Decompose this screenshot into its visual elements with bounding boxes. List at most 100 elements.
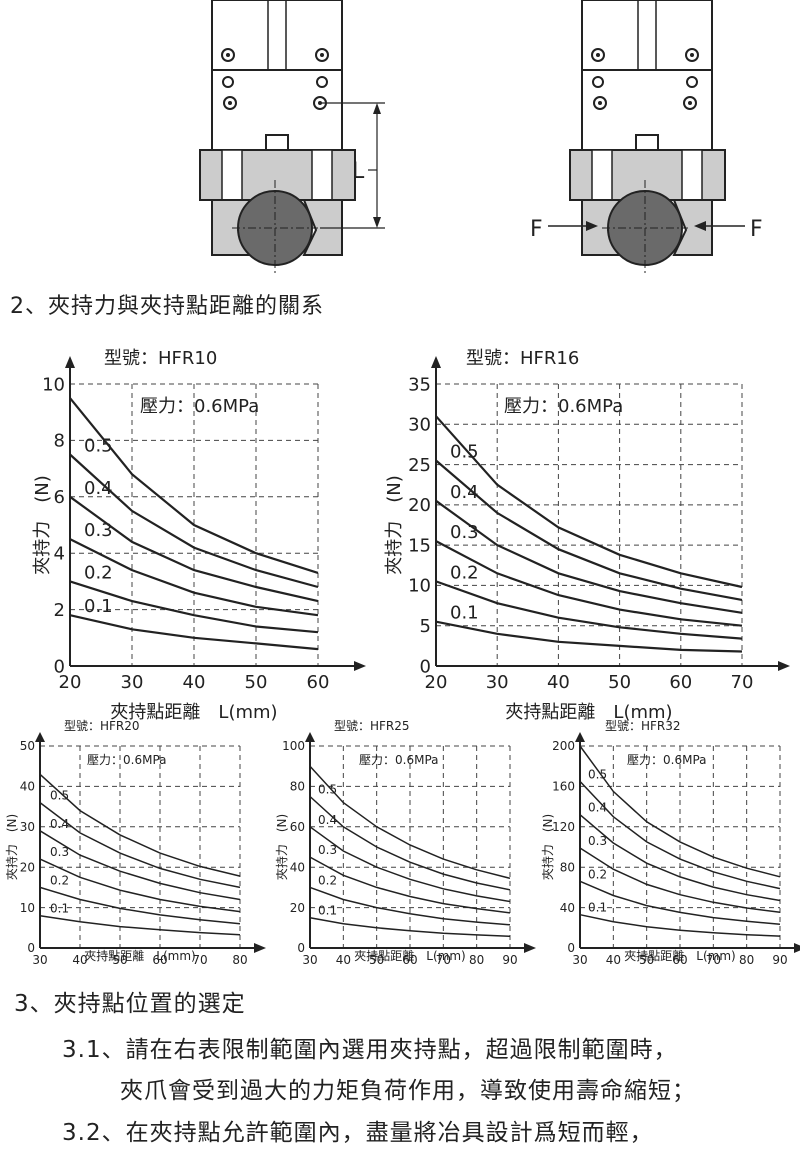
series-label: 0.4	[50, 817, 69, 831]
y-axis-label: 夾持力 (N)	[32, 475, 53, 575]
label-F-left: F	[530, 217, 543, 242]
y-tick-label: 15	[408, 535, 431, 556]
series-line	[579, 913, 781, 937]
series-label: 0.1	[318, 904, 337, 918]
x-axis-arrow	[524, 943, 536, 953]
x-tick-label: 40	[547, 672, 570, 693]
series-label: 0.3	[84, 520, 113, 541]
chart-title: 型號：HFR20	[64, 719, 140, 733]
section3-line3: 3.2、在夾持點允許範圍內，盡量將冶具設計爲短而輕，	[62, 1120, 654, 1146]
y-tick-label: 30	[408, 415, 431, 436]
series-line	[69, 453, 319, 589]
series-label: 0.3	[318, 843, 337, 857]
x-axis-label: 夾持點距離 L(mm)	[110, 702, 277, 723]
series-label: 0.3	[450, 522, 479, 543]
y-tick-label: 50	[20, 739, 35, 753]
pressure-label: 壓力：0.6MPa	[87, 753, 167, 767]
series-line	[39, 802, 241, 889]
chart-hfr10: 20 30 40 50 60 0 2 4 6 8 10 型號：HFR10 壓力：0.6MPa 夾持點距離 …	[32, 348, 366, 723]
series-label: 0.2	[84, 562, 113, 583]
y-tick-label: 20	[290, 901, 305, 915]
section3-line1: 3.1、請在右表限制範圍內選用夾持點，超過限制範圍時，	[62, 1037, 678, 1063]
gripper-diagram: L F F	[199, 0, 763, 275]
series-label: 0.5	[50, 789, 69, 803]
y-tick-label: 80	[290, 780, 305, 794]
x-tick-label: 70	[192, 953, 207, 967]
x-tick-label: 30	[302, 953, 317, 967]
x-tick-label: 30	[32, 953, 47, 967]
series-line	[579, 780, 781, 890]
section3-title: 3、夾持點位置的選定	[14, 991, 246, 1017]
series-line	[579, 814, 781, 902]
y-tick-label: 30	[20, 820, 35, 834]
chart-hfr20: 30 40 50 60 70 80 0 10 20 30 40 50 型號：HFR20 壓力：0.6MPa…	[4, 719, 266, 967]
y-tick-label: 60	[290, 820, 305, 834]
y-axis-arrow	[65, 356, 75, 368]
series-line	[309, 795, 511, 891]
x-tick-label: 50	[608, 672, 631, 693]
chart-title: 型號：HFR25	[334, 719, 410, 733]
x-tick-label: 60	[402, 953, 417, 967]
series-line	[39, 858, 241, 913]
x-tick-label: 90	[502, 953, 517, 967]
series-line	[309, 826, 511, 903]
pressure-label: 壓力：0.6MPa	[504, 396, 623, 417]
series-label: 0.4	[318, 813, 337, 827]
series-label: 0.3	[50, 845, 69, 859]
x-tick-label: 50	[245, 672, 268, 693]
x-axis-arrow	[354, 661, 366, 671]
series-line	[39, 886, 241, 925]
x-tick-label: 80	[232, 953, 247, 967]
pressure-label: 壓力：0.6MPa	[359, 753, 439, 767]
y-tick-label: 5	[420, 616, 431, 637]
x-tick-label: 50	[639, 953, 654, 967]
y-axis-arrow	[575, 732, 585, 742]
series-line	[39, 914, 241, 936]
section3-line2: 夾爪會受到過大的力矩負荷作用，導致使用壽命縮短；	[120, 1078, 696, 1104]
series-line	[309, 886, 511, 926]
x-tick-label: 40	[183, 672, 206, 693]
y-tick-label: 20	[408, 495, 431, 516]
x-axis-label: 夾持點距離 L(mm)	[505, 702, 672, 723]
series-label: 0.2	[450, 562, 479, 583]
x-tick-label: 60	[669, 672, 692, 693]
series-line	[579, 847, 781, 914]
chart-hfr25: 30 40 50 60 70 80 90 0 20 40 60 80 100 型號：HFR25 壓力：0.6…	[274, 719, 536, 967]
y-tick-label: 0	[54, 656, 65, 677]
series-line	[69, 495, 319, 603]
x-tick-label: 60	[672, 953, 687, 967]
x-tick-label: 70	[436, 953, 451, 967]
y-tick-label: 10	[20, 901, 35, 915]
series-line	[435, 540, 743, 627]
y-tick-label: 80	[560, 860, 575, 874]
y-axis-arrow	[305, 732, 315, 742]
series-label: 0.5	[588, 767, 607, 781]
y-tick-label: 40	[290, 860, 305, 874]
y-tick-label: 40	[20, 780, 35, 794]
y-tick-label: 160	[552, 780, 575, 794]
x-tick-label: 50	[112, 953, 127, 967]
y-tick-label: 200	[552, 739, 575, 753]
series-label: 0.2	[588, 867, 607, 881]
section2-title: 2、夾持力與夾持點距離的關系	[10, 294, 324, 319]
series-line	[579, 880, 781, 926]
x-tick-label: 40	[72, 953, 87, 967]
y-tick-label: 35	[408, 374, 431, 395]
series-line	[435, 580, 743, 640]
x-tick-label: 40	[336, 953, 351, 967]
y-tick-label: 2	[54, 600, 65, 621]
series-line	[309, 765, 511, 880]
y-tick-label: 0	[420, 656, 431, 677]
y-tick-label: 4	[54, 544, 65, 565]
chart-title: 型號：HFR10	[104, 348, 217, 369]
x-tick-label: 20	[59, 672, 82, 693]
series-label: 0.1	[84, 596, 113, 617]
gripper-right: F F	[530, 0, 763, 275]
x-tick-label: 70	[731, 672, 754, 693]
x-tick-label: 20	[425, 672, 448, 693]
series-line	[309, 856, 511, 914]
y-axis-label: 夾持力 (N)	[540, 814, 555, 880]
chart-hfr16: 20 30 40 50 60 70 0 5 10 15 20 25 30 35 型號：HFR16 壓力：0.6…	[384, 348, 790, 723]
series-line	[435, 499, 743, 614]
label-F-right: F	[750, 217, 763, 242]
